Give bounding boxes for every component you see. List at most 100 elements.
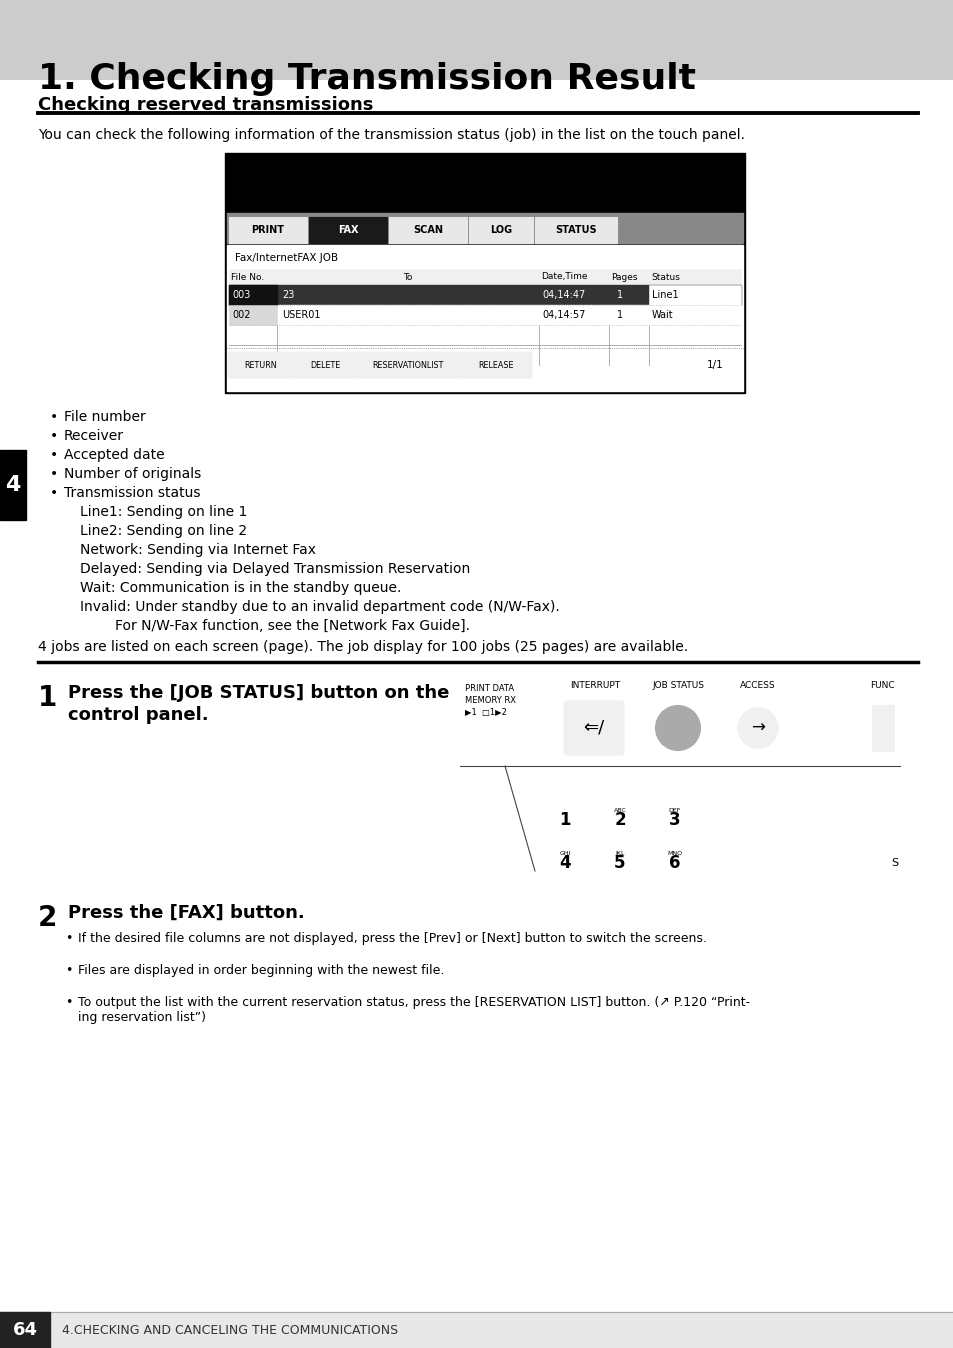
Bar	[309, 217, 387, 243]
Text: Line1: Sending on line 1: Line1: Sending on line 1	[80, 506, 247, 519]
Text: GHI: GHI	[558, 851, 570, 856]
Text: SCAN: SCAN	[413, 225, 442, 235]
Circle shape	[599, 801, 639, 841]
Text: 5: 5	[614, 855, 625, 872]
Text: INTERRUPT: INTERRUPT	[569, 681, 619, 690]
Bar	[229, 305, 740, 325]
Text: Wait: Communication is in the standby queue.: Wait: Communication is in the standby qu…	[80, 581, 401, 594]
Text: 04,14:47: 04,14:47	[541, 290, 584, 301]
Bar	[648, 284, 740, 305]
Polygon shape	[504, 766, 535, 871]
Circle shape	[738, 708, 778, 748]
Text: USER01: USER01	[282, 310, 320, 319]
Bar	[227, 245, 742, 391]
Text: •: •	[50, 466, 58, 481]
Text: •: •	[50, 410, 58, 425]
Text: 4.CHECKING AND CANCELING THE COMMUNICATIONS: 4.CHECKING AND CANCELING THE COMMUNICATI…	[62, 1324, 397, 1336]
Text: Wait: Wait	[651, 310, 673, 319]
Text: Pages: Pages	[610, 272, 637, 282]
Text: PRINT: PRINT	[252, 225, 284, 235]
Circle shape	[656, 706, 700, 749]
Text: Line2: Sending on line 2: Line2: Sending on line 2	[80, 524, 247, 538]
Text: If the desired file columns are not displayed, press the [Prev] or [Next] button: If the desired file columns are not disp…	[78, 931, 706, 945]
Text: 6: 6	[669, 855, 680, 872]
Bar	[469, 217, 533, 243]
Bar	[389, 217, 467, 243]
Bar	[229, 305, 276, 325]
Bar	[0, 1312, 953, 1348]
FancyBboxPatch shape	[294, 352, 355, 377]
Circle shape	[599, 844, 639, 884]
Text: 1: 1	[617, 290, 622, 301]
Text: ABC: ABC	[613, 807, 626, 813]
Text: Date,Time: Date,Time	[540, 272, 587, 282]
Bar	[225, 154, 744, 394]
Text: ▶1  □1▶2: ▶1 □1▶2	[464, 708, 506, 717]
Text: Accepted date: Accepted date	[64, 448, 165, 462]
Text: 64: 64	[12, 1321, 37, 1339]
Text: •: •	[50, 448, 58, 462]
Text: For N/W-Fax function, see the [Network Fax Guide].: For N/W-Fax function, see the [Network F…	[80, 619, 470, 634]
Text: 2: 2	[614, 811, 625, 829]
Text: ⇐/: ⇐/	[583, 718, 604, 737]
Text: 4: 4	[6, 474, 21, 495]
Text: Files are displayed in order beginning with the newest file.: Files are displayed in order beginning w…	[78, 964, 444, 977]
Bar	[535, 217, 617, 243]
Bar	[227, 213, 742, 243]
Text: Line1: Line1	[651, 290, 678, 301]
Text: 003: 003	[232, 290, 250, 301]
Text: 1: 1	[38, 683, 57, 712]
Text: To: To	[403, 272, 413, 282]
Text: •: •	[65, 996, 72, 1010]
Text: control panel.: control panel.	[68, 706, 209, 724]
Bar	[0, 450, 26, 520]
Text: Number of originals: Number of originals	[64, 466, 201, 481]
Bar	[459, 675, 899, 876]
Text: •: •	[65, 931, 72, 945]
Text: Fax/InternetFAX JOB: Fax/InternetFAX JOB	[234, 253, 337, 263]
Text: FAX: FAX	[337, 225, 358, 235]
Text: FUNC: FUNC	[869, 681, 894, 690]
Text: Receiver: Receiver	[64, 429, 124, 443]
Text: 3: 3	[668, 811, 680, 829]
Text: LOG: LOG	[490, 225, 512, 235]
Text: RELEASE: RELEASE	[477, 360, 514, 369]
Text: RESERVATIONLIST: RESERVATIONLIST	[372, 360, 443, 369]
Text: •: •	[50, 429, 58, 443]
Text: DELETE: DELETE	[310, 360, 340, 369]
Bar	[871, 705, 893, 751]
Text: MNO: MNO	[667, 851, 681, 856]
Text: Transmission status: Transmission status	[64, 487, 200, 500]
Text: PRINT DATA: PRINT DATA	[464, 683, 514, 693]
FancyBboxPatch shape	[355, 352, 459, 377]
Text: 2: 2	[38, 905, 57, 931]
Text: 23: 23	[282, 290, 294, 301]
Bar	[229, 270, 740, 284]
Text: 4 jobs are listed on each screen (page). The job display for 100 jobs (25 pages): 4 jobs are listed on each screen (page).…	[38, 640, 687, 654]
Text: Delayed: Sending via Delayed Transmission Reservation: Delayed: Sending via Delayed Transmissio…	[80, 562, 470, 576]
Text: You can check the following information of the transmission status (job) in the : You can check the following information …	[38, 128, 744, 142]
FancyBboxPatch shape	[563, 701, 623, 755]
Text: File number: File number	[64, 410, 146, 425]
Text: MEMORY RX: MEMORY RX	[464, 696, 516, 705]
Text: 1/1: 1/1	[706, 360, 722, 369]
Text: RETURN: RETURN	[244, 360, 277, 369]
Text: 1: 1	[617, 310, 622, 319]
Text: JOB STATUS: JOB STATUS	[651, 681, 703, 690]
Circle shape	[655, 801, 695, 841]
Text: Press the [FAX] button.: Press the [FAX] button.	[68, 905, 304, 922]
Text: 002: 002	[232, 310, 251, 319]
Text: Checking reserved transmissions: Checking reserved transmissions	[38, 96, 373, 115]
Text: 04,14:57: 04,14:57	[541, 310, 585, 319]
FancyBboxPatch shape	[459, 352, 532, 377]
Text: •: •	[50, 487, 58, 500]
Text: 4: 4	[558, 855, 570, 872]
Circle shape	[544, 844, 584, 884]
FancyBboxPatch shape	[228, 352, 294, 377]
Text: ACCESS: ACCESS	[740, 681, 775, 690]
Circle shape	[544, 801, 584, 841]
Text: JKL: JKL	[615, 851, 624, 856]
Text: To output the list with the current reservation status, press the [RESERVATION L: To output the list with the current rese…	[78, 996, 749, 1024]
Text: File No.: File No.	[231, 272, 264, 282]
Bar	[229, 217, 307, 243]
